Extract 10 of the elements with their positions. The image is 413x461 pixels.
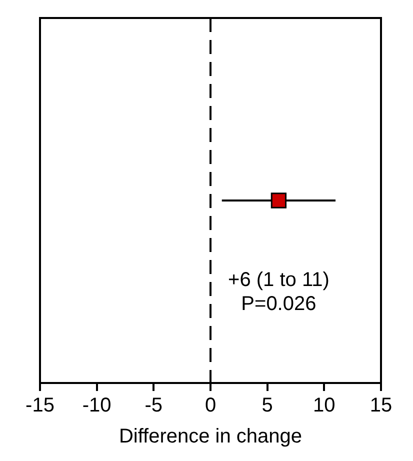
annotation: +6 (1 to 11) [228, 269, 330, 292]
x-tick-label: -5 [144, 394, 163, 417]
x-tick-label: 5 [262, 394, 273, 417]
x-axis-title: Difference in change [118, 426, 302, 448]
x-tick-label: -15 [26, 394, 54, 417]
x-tick-label: 10 [313, 394, 336, 417]
x-tick-label: 0 [204, 394, 216, 417]
annotation: P=0.026 [241, 293, 316, 316]
x-tick-label: 15 [370, 394, 392, 417]
x-tick-label: -10 [82, 394, 112, 417]
